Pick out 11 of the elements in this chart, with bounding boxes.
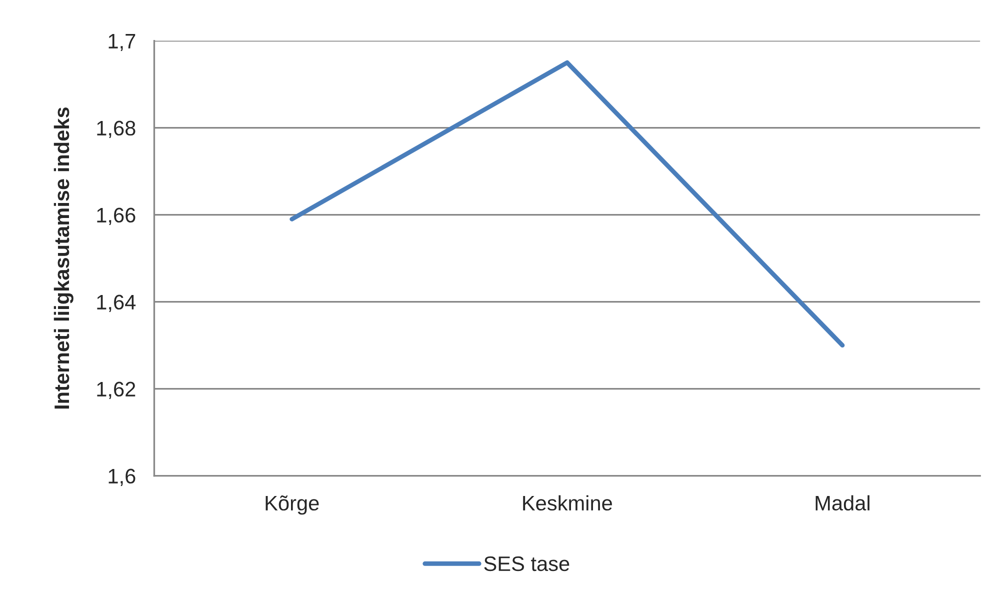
y-tick-label: 1,64: [97, 294, 136, 312]
x-tick-label: Madal: [816, 495, 870, 511]
y-tick-label: 1,7: [108, 34, 136, 52]
legend-label: SES tase: [484, 556, 570, 572]
y-axis-title: Interneti liigkasutamise indeks: [54, 107, 74, 409]
y-tick-label: 1,6: [108, 468, 136, 486]
y-tick-label: 1,68: [97, 120, 136, 138]
y-tick-label: 1,62: [97, 382, 136, 400]
y-tick-label: 1,66: [97, 208, 136, 226]
x-tick-label: Kõrge: [266, 495, 319, 515]
x-tick-label: Keskmine: [523, 495, 612, 511]
